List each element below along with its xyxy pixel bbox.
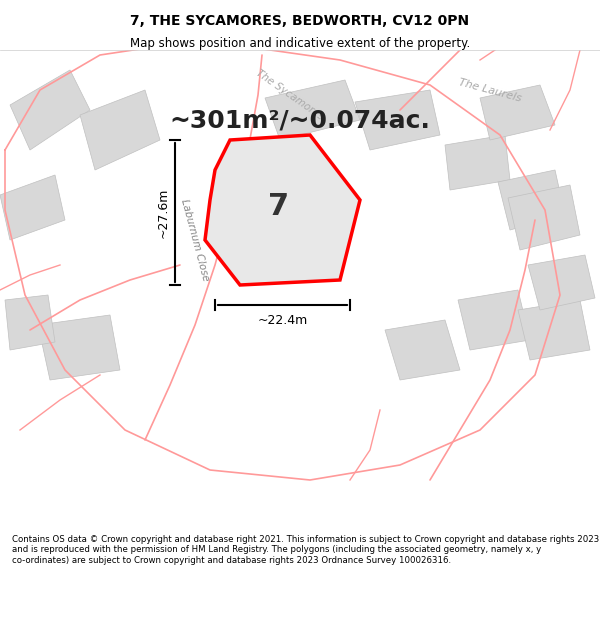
Text: ~27.6m: ~27.6m xyxy=(157,188,170,238)
Polygon shape xyxy=(0,175,65,240)
Polygon shape xyxy=(205,135,360,285)
Polygon shape xyxy=(528,255,595,310)
Polygon shape xyxy=(498,170,565,230)
Polygon shape xyxy=(265,80,360,140)
Polygon shape xyxy=(5,295,55,350)
Polygon shape xyxy=(385,320,460,380)
Text: The Laurels: The Laurels xyxy=(457,77,523,103)
Polygon shape xyxy=(458,290,530,350)
Polygon shape xyxy=(10,70,90,150)
Text: The Sycamores: The Sycamores xyxy=(254,68,326,122)
Text: Map shows position and indicative extent of the property.: Map shows position and indicative extent… xyxy=(130,38,470,51)
Text: Laburnum Close: Laburnum Close xyxy=(179,198,211,282)
Polygon shape xyxy=(80,90,160,170)
Polygon shape xyxy=(518,300,590,360)
Polygon shape xyxy=(38,315,120,380)
Polygon shape xyxy=(480,85,555,140)
Polygon shape xyxy=(508,185,580,250)
Text: 7: 7 xyxy=(268,192,289,221)
Text: 7, THE SYCAMORES, BEDWORTH, CV12 0PN: 7, THE SYCAMORES, BEDWORTH, CV12 0PN xyxy=(130,14,470,28)
Text: ~22.4m: ~22.4m xyxy=(257,314,308,326)
Polygon shape xyxy=(445,135,510,190)
Polygon shape xyxy=(355,90,440,150)
Text: Contains OS data © Crown copyright and database right 2021. This information is : Contains OS data © Crown copyright and d… xyxy=(12,535,599,564)
Text: ~301m²/~0.074ac.: ~301m²/~0.074ac. xyxy=(170,108,430,132)
